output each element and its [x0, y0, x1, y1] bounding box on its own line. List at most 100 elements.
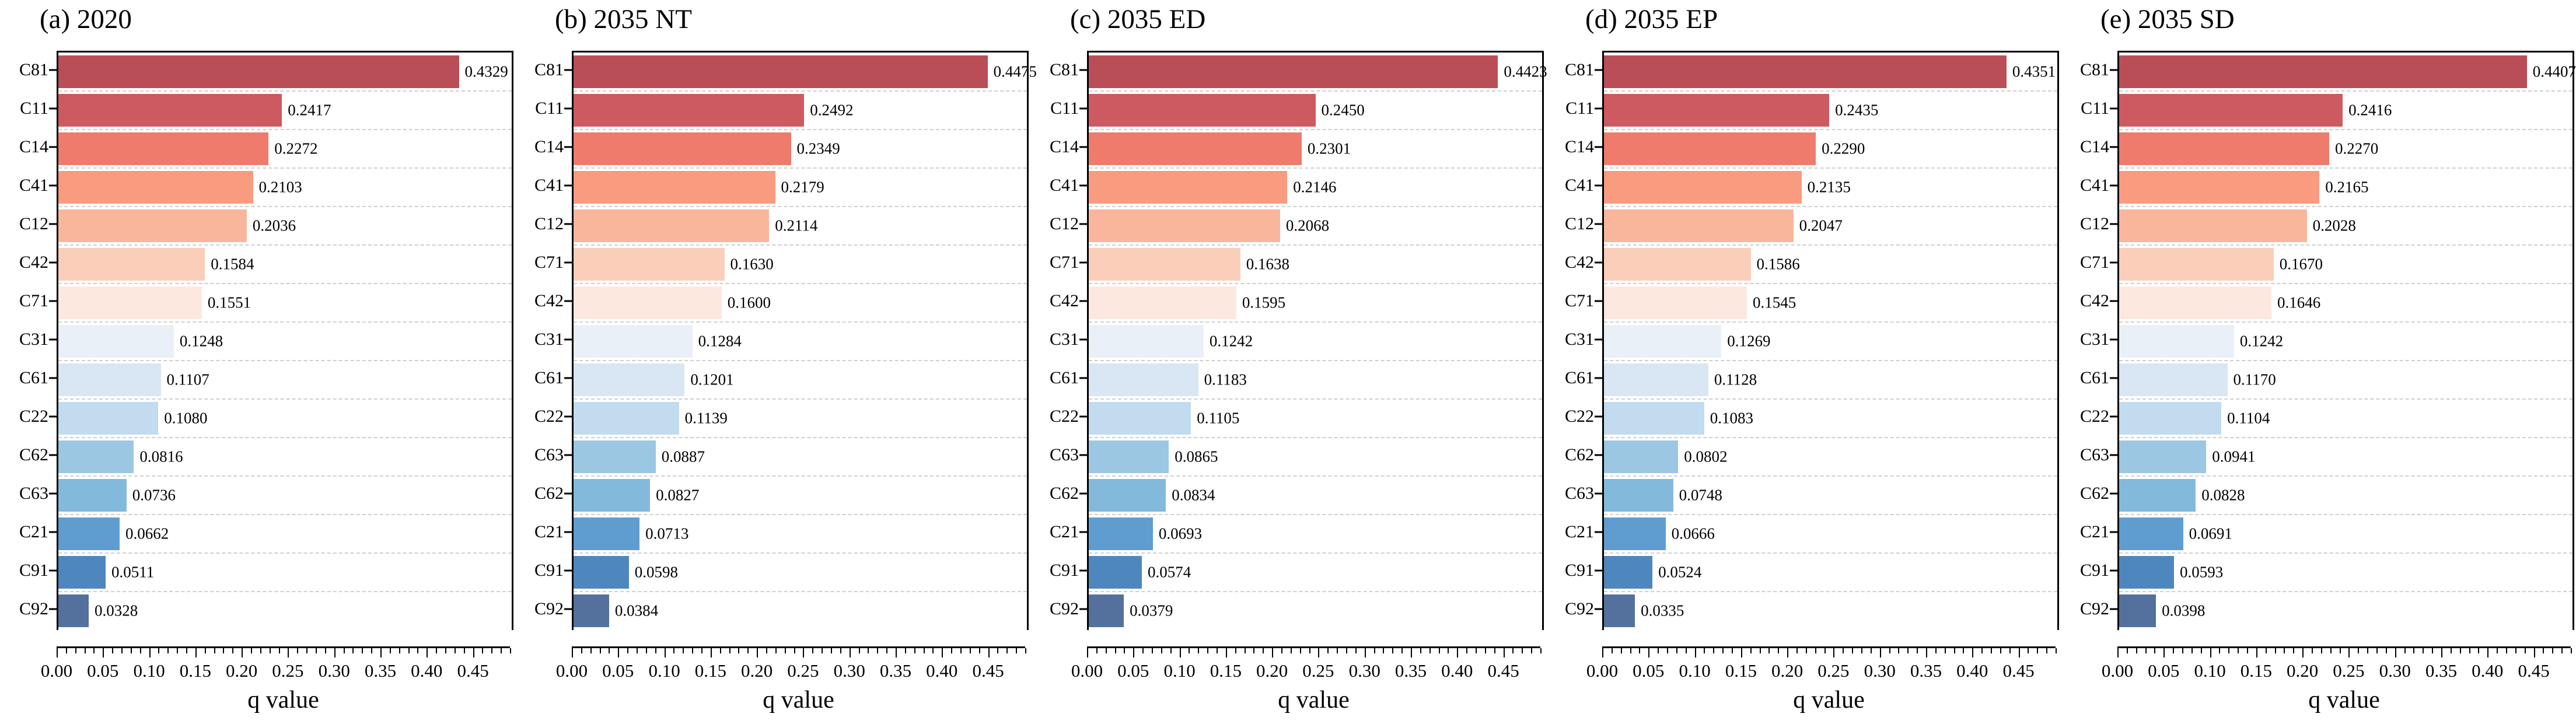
bar-value-label: 0.1638 — [1246, 255, 1289, 273]
y-tick-label: C42 — [534, 291, 564, 310]
x-tick-label: 0.15 — [1210, 660, 1242, 681]
y-tick-label: C62 — [534, 484, 564, 503]
x-tick-minor — [121, 648, 123, 653]
x-tick-minor — [1991, 648, 1992, 653]
y-tick — [49, 184, 57, 187]
x-tick-minor — [445, 648, 446, 653]
gridline — [2119, 514, 2572, 515]
bar-row: 0.2349 — [574, 130, 1027, 168]
bar-row: 0.4475 — [574, 53, 1037, 91]
x-tick-minor — [2413, 648, 2415, 653]
x-tick-minor — [858, 648, 860, 653]
y-tick-label: C63 — [19, 484, 48, 503]
x-tick-major — [710, 648, 712, 657]
y-tick — [49, 107, 57, 110]
y-tick-label: C31 — [1049, 330, 1079, 349]
x-tick-minor — [1917, 648, 1918, 653]
x-tick-minor — [2126, 648, 2128, 653]
x-tick-minor — [2423, 648, 2424, 653]
x-tick-minor — [784, 648, 786, 653]
y-tick — [1595, 261, 1602, 264]
bar-value-label: 0.0662 — [125, 524, 169, 543]
x-tick-minor — [2515, 648, 2516, 653]
y-tick — [564, 377, 572, 379]
x-tick-minor — [1611, 648, 1613, 653]
x-tick-minor — [812, 648, 814, 653]
x-tick-minor — [2000, 648, 2001, 653]
bar-row: 0.0511 — [58, 553, 512, 592]
bar-value-label: 0.1630 — [730, 255, 774, 273]
y-tick-label: C11 — [1565, 99, 1594, 118]
y-tick — [564, 107, 572, 110]
x-tick-minor — [1392, 648, 1394, 653]
y-tick-label: C42 — [1049, 291, 1079, 310]
x-tick-label: 0.20 — [1256, 660, 1288, 681]
bar-value-label: 0.1646 — [2277, 293, 2321, 312]
bar — [574, 594, 609, 627]
gridline — [1089, 283, 1542, 284]
x-tick-major — [1740, 648, 1742, 657]
y-tick-label: C41 — [1564, 176, 1594, 195]
x-tick-minor — [1750, 648, 1752, 653]
y-tick-label: C62 — [1049, 484, 1079, 503]
x-tick-major — [2441, 648, 2442, 657]
x-tick-minor — [1114, 648, 1116, 653]
bar — [574, 209, 770, 242]
bar-value-label: 0.1545 — [1753, 293, 1796, 312]
bar-value-label: 0.0828 — [2201, 486, 2245, 504]
x-tick-minor — [1870, 648, 1872, 653]
x-tick-minor — [692, 648, 694, 653]
y-tick-label: C12 — [534, 214, 564, 233]
x-tick-minor — [1290, 648, 1292, 653]
x-tick-minor — [510, 648, 511, 653]
y-tick-label: C22 — [1049, 407, 1079, 426]
x-tick-label: 0.40 — [1956, 660, 1988, 681]
x-tick-minor — [1420, 648, 1421, 653]
y-tick-label: C14 — [534, 137, 564, 156]
x-tick-minor — [951, 648, 953, 653]
x-tick-label: 0.25 — [1302, 660, 1334, 681]
bar — [574, 402, 679, 435]
panel-title: (b) 2035 NT — [555, 4, 692, 34]
bar — [2119, 479, 2196, 512]
x-tick-minor — [1170, 648, 1172, 653]
x-tick-minor — [1198, 648, 1200, 653]
x-tick-minor — [1235, 648, 1236, 653]
x-tick-label: 0.30 — [318, 660, 350, 681]
gridline — [574, 167, 1027, 169]
x-axis-line — [572, 646, 1025, 648]
bar — [574, 286, 722, 319]
y-tick-label: C63 — [1049, 445, 1079, 464]
bar — [2119, 402, 2222, 435]
y-tick — [2110, 569, 2117, 572]
x-tick-minor — [1620, 648, 1622, 653]
bar-value-label: 0.0593 — [2180, 563, 2224, 581]
x-tick-minor — [655, 648, 656, 653]
bar-row: 0.1139 — [574, 399, 1027, 438]
bar — [1604, 594, 1635, 627]
y-tick — [2110, 608, 2117, 610]
y-tick — [49, 69, 57, 71]
gridline — [2119, 206, 2572, 207]
bar-value-label: 0.0887 — [661, 447, 705, 466]
x-tick-label: 0.30 — [833, 660, 865, 681]
bar-value-label: 0.0328 — [95, 601, 138, 620]
x-tick-minor — [637, 648, 638, 653]
bar — [58, 209, 247, 242]
y-tick — [1079, 338, 1087, 341]
bar-value-label: 0.1170 — [2233, 370, 2276, 389]
x-tick-label: 0.10 — [648, 660, 680, 681]
gridline — [1089, 514, 1542, 515]
x-tick-minor — [2228, 648, 2230, 653]
x-tick-minor — [1658, 648, 1659, 653]
gridline — [2119, 321, 2572, 323]
gridline — [1089, 591, 1542, 592]
bar — [574, 55, 988, 88]
x-tick-minor — [1096, 648, 1097, 653]
bar — [2119, 132, 2329, 165]
x-tick-minor — [130, 648, 132, 653]
bar — [1604, 209, 1794, 242]
x-tick-minor — [2552, 648, 2554, 653]
y-tick — [2110, 492, 2117, 495]
x-tick-minor — [1438, 648, 1440, 653]
